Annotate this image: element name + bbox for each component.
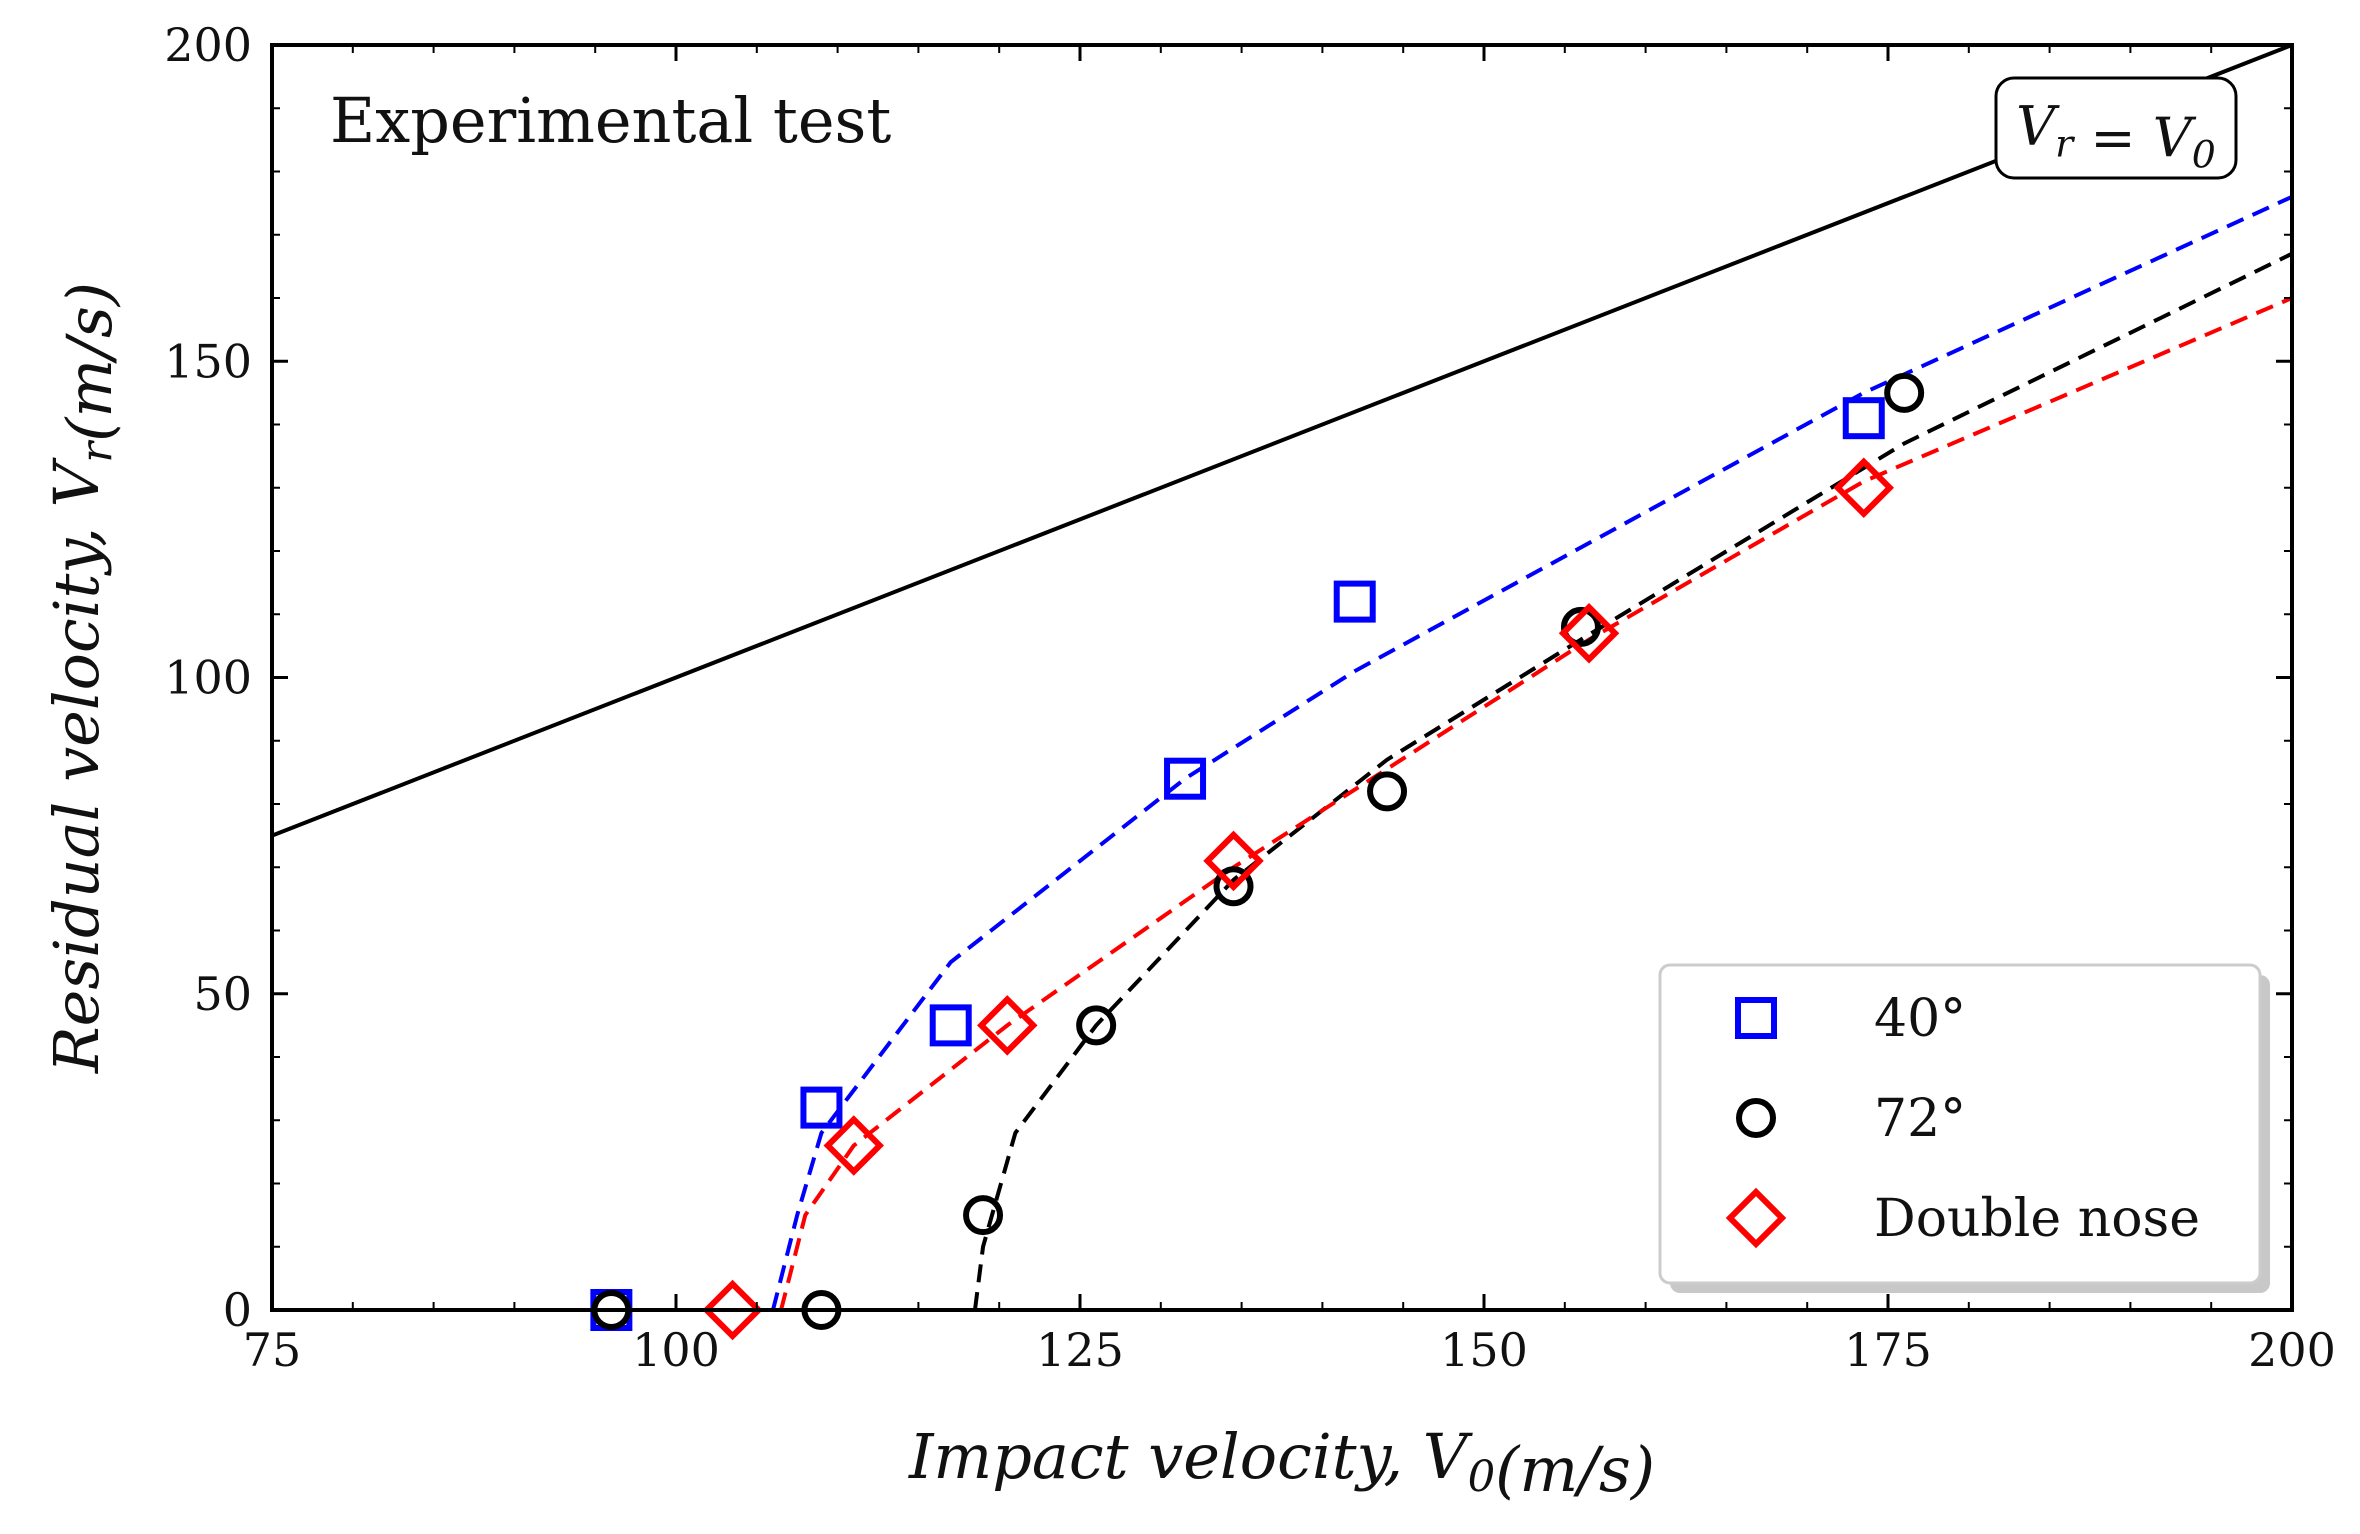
data-point-series-0 — [929, 1004, 972, 1047]
equality-line-label: Vr = V0 — [1994, 76, 2238, 180]
data-point-series-1 — [1213, 866, 1254, 907]
legend-frame — [1658, 963, 2262, 1285]
y-tick-label: 100 — [164, 651, 252, 705]
plot-lines — [272, 45, 2292, 1310]
legend-label-1: 72° — [1874, 1089, 1966, 1149]
x-tick-label: 100 — [632, 1323, 720, 1377]
data-point-series-2 — [823, 1115, 885, 1176]
reference-line — [272, 45, 2292, 838]
equality-label-text: Vr = V0 — [2016, 95, 2216, 177]
fit-line-series-0 — [771, 194, 2292, 1310]
legend-label-2: Double nose — [1874, 1189, 2200, 1249]
data-point-series-2 — [1558, 602, 1620, 664]
fit-line-series-2 — [779, 296, 2292, 1310]
plot-markers — [590, 372, 1925, 1341]
data-point-series-0 — [1842, 397, 1885, 440]
legend-marker-1 — [1736, 1098, 1776, 1138]
data-point-series-1 — [1884, 372, 1925, 413]
data-point-series-0 — [1333, 580, 1376, 623]
x-tick-label: 175 — [1844, 1323, 1932, 1377]
data-point-series-0 — [800, 1086, 843, 1129]
x-axis-title: Impact velocity, V0(m/s) — [908, 1420, 1655, 1506]
data-point-series-2 — [1203, 830, 1264, 892]
data-point-series-2 — [977, 995, 1038, 1056]
fit-line-series-1 — [972, 251, 2292, 1310]
x-tick-label: 125 — [1036, 1323, 1124, 1377]
legend-marker-2 — [1725, 1187, 1787, 1249]
data-point-series-1 — [1367, 771, 1408, 812]
legend-marker-0 — [1735, 997, 1777, 1039]
data-point-series-1 — [1560, 606, 1601, 647]
chart-annotation: Experimental test — [330, 84, 891, 157]
data-point-series-2 — [1833, 457, 1895, 518]
y-axis-title: Residual velocity, Vr(m/s) — [40, 282, 126, 1074]
x-tick-label: 150 — [1440, 1323, 1528, 1377]
y-tick-label: 0 — [223, 1283, 252, 1337]
data-point-series-0 — [1164, 757, 1207, 800]
x-tick-label: 200 — [2248, 1323, 2336, 1377]
x-axis: 75 100 125 150 175 200 — [243, 45, 2336, 1377]
y-tick-label: 150 — [164, 334, 252, 388]
y-tick-label: 50 — [193, 967, 252, 1021]
x-tick-label: 75 — [243, 1323, 302, 1377]
y-tick-label: 200 — [164, 18, 252, 72]
data-point-series-1 — [963, 1195, 1004, 1236]
y-axis: 0 50 100 150 200 — [164, 18, 2292, 1337]
equality-label-box — [1994, 76, 2238, 180]
data-point-series-2 — [702, 1279, 763, 1341]
legend-label-0: 40° — [1874, 989, 1966, 1049]
data-point-series-1 — [1076, 1005, 1117, 1046]
legend: 40° 72° Double nose — [1658, 963, 2270, 1293]
